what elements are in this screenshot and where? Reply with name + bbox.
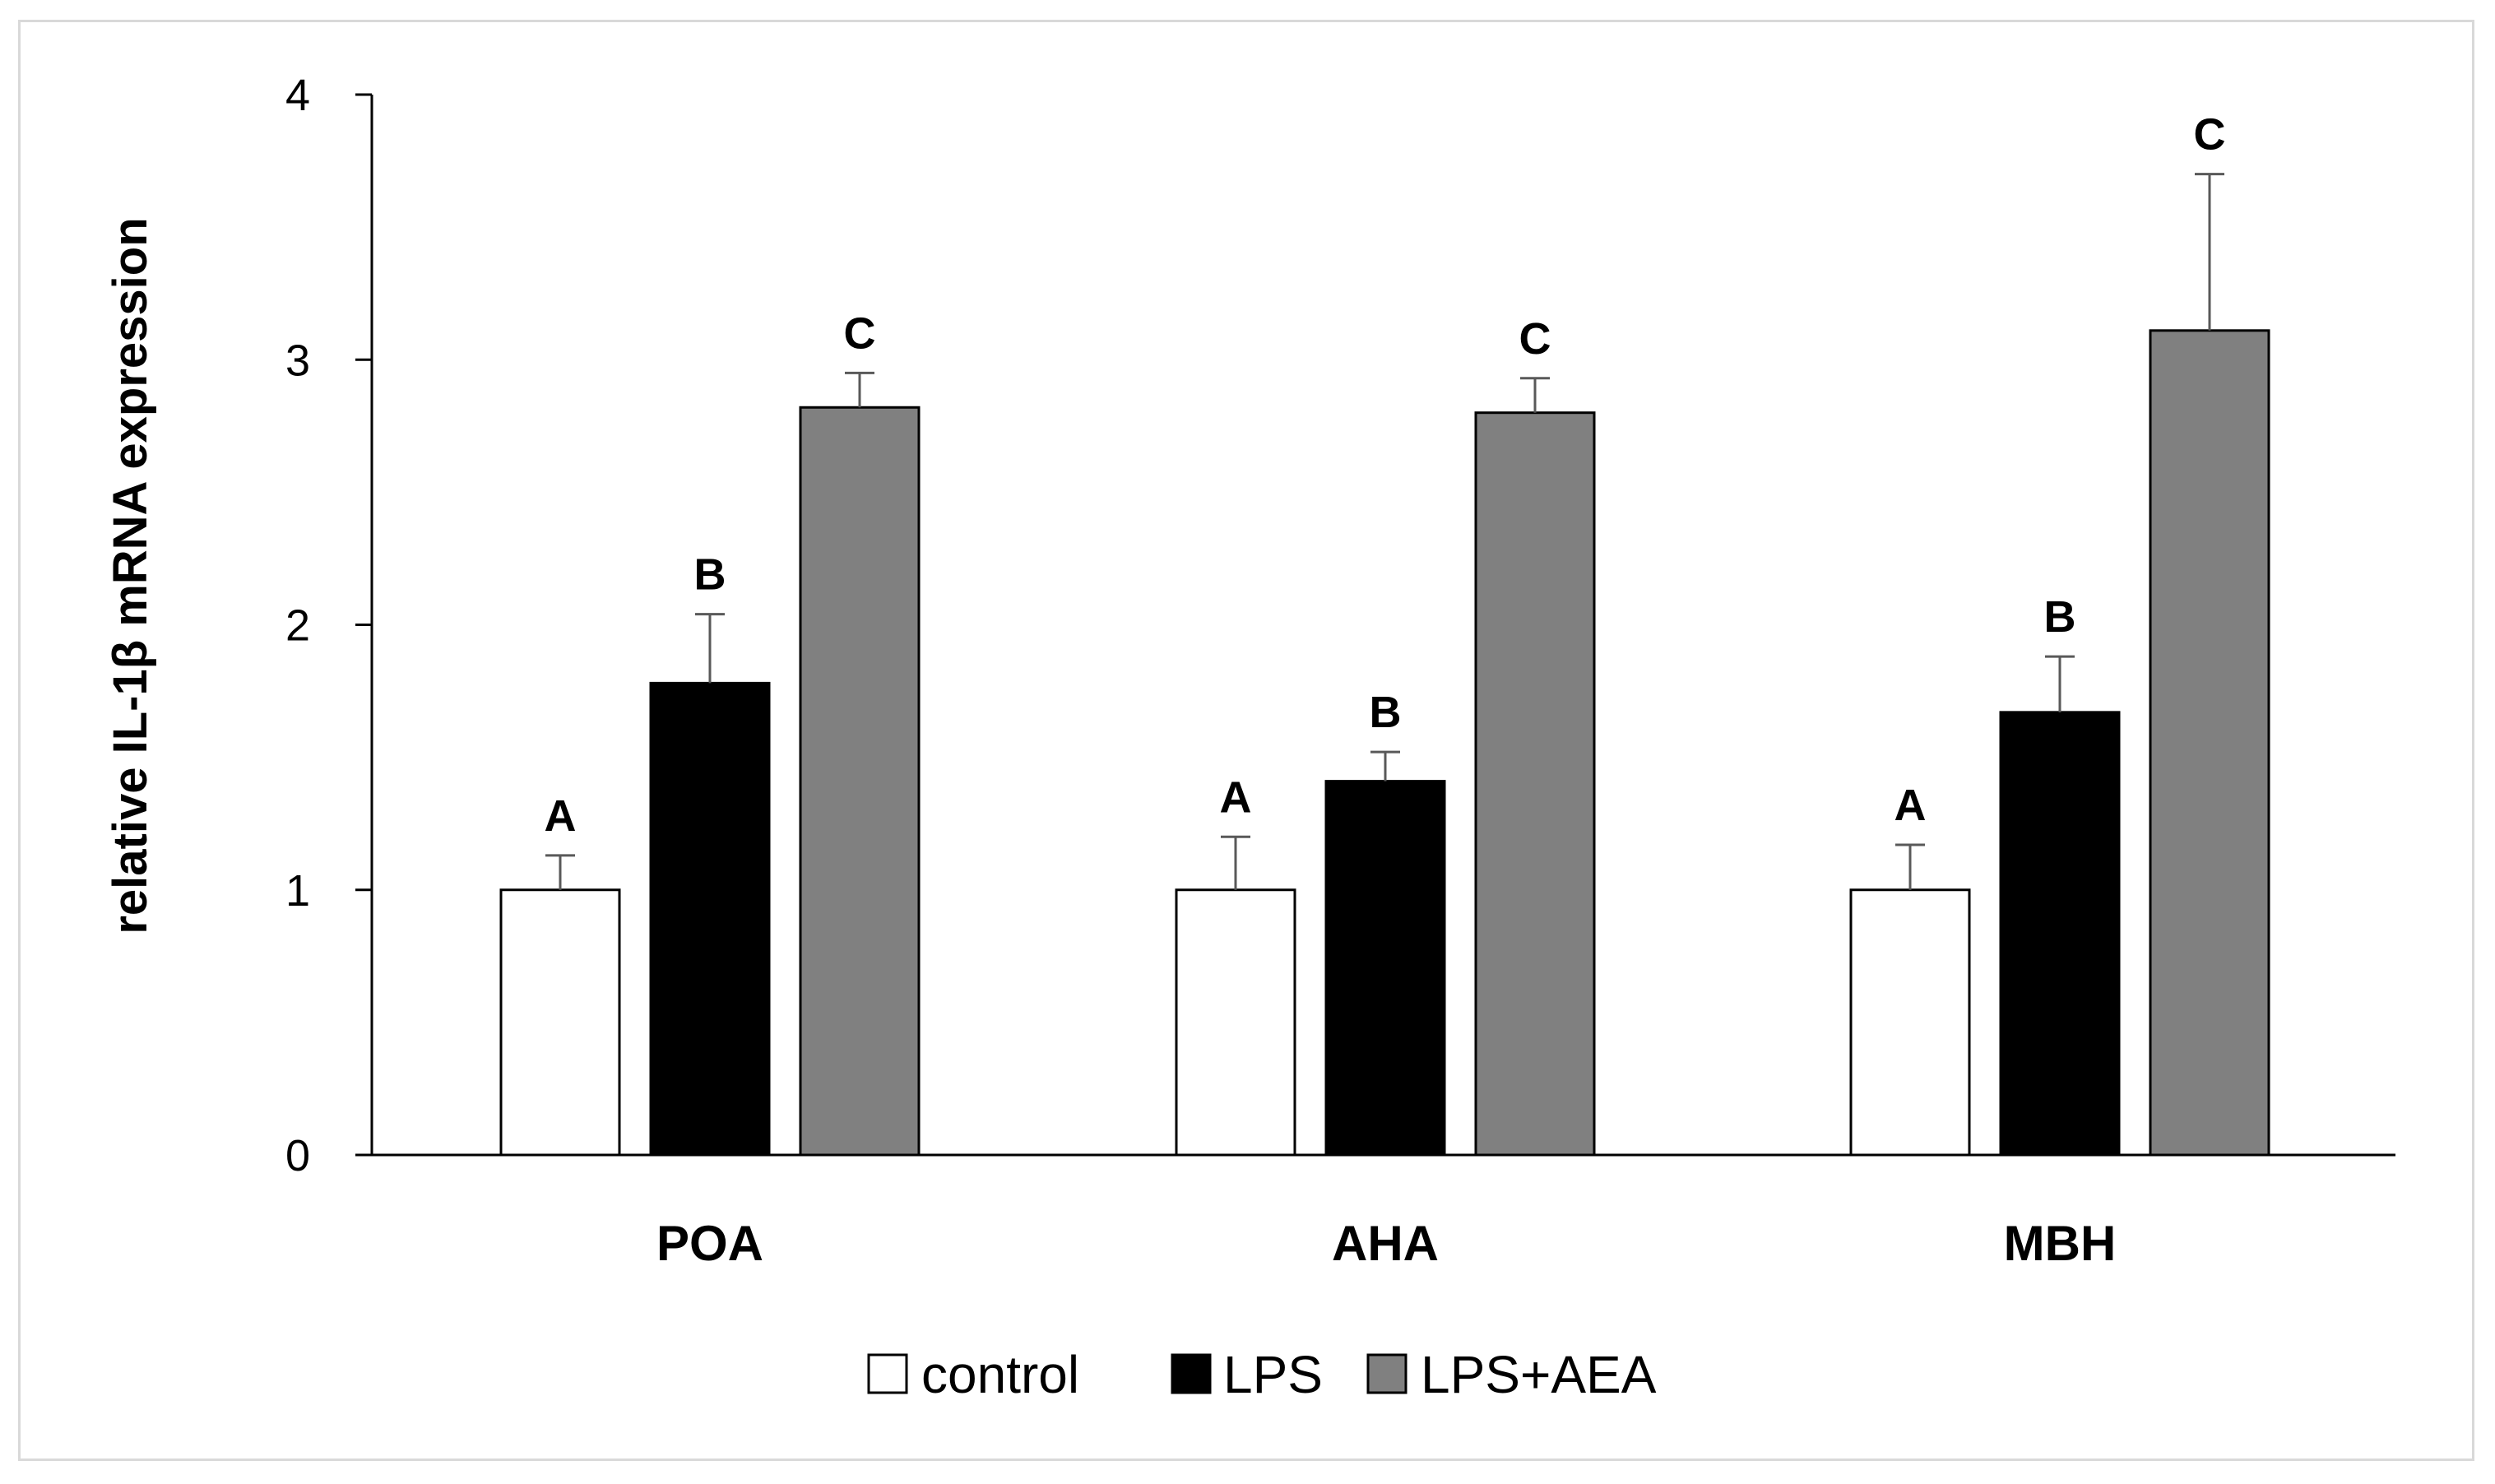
significance-label: B [1370,688,1402,737]
x-category-label: AHA [1332,1216,1439,1271]
y-tick-label: 4 [285,71,310,120]
significance-label: C [2194,110,2226,160]
significance-label: A [545,791,577,841]
bar-lps [649,681,771,1157]
legend-label: LPS [1223,1345,1323,1404]
significance-label: C [844,308,876,358]
bar-control [499,888,621,1157]
bar-lps [1324,780,1446,1157]
x-category-label: POA [656,1216,763,1271]
legend-label: LPS+AEA [1421,1345,1657,1404]
significance-label: A [1220,772,1252,822]
significance-label: B [2044,592,2076,642]
significance-label: C [1519,314,1551,364]
y-tick-label: 0 [285,1131,310,1180]
bar-control [1175,888,1296,1157]
significance-label: A [1894,781,1927,830]
bar-lps-aea [1474,411,1596,1157]
bar-lps [1999,711,2121,1157]
y-tick-label: 1 [285,866,310,916]
legend-swatch [1366,1353,1407,1394]
x-category-label: MBH [2004,1216,2117,1271]
bar-lps-aea [799,406,921,1157]
y-axis-title: relative IL-1β mRNA expression [104,217,157,934]
significance-label: B [694,550,726,600]
legend-swatch [1171,1353,1212,1394]
bar-lps-aea [2149,329,2270,1157]
legend: control LPS LPS+AEA [867,1345,1657,1404]
legend-label: control [921,1345,1079,1404]
y-tick-label: 2 [285,601,310,651]
y-tick-label: 3 [285,336,310,385]
legend-swatch [867,1353,908,1394]
plot-area: 0 1 2 3 4 POA AHA MBH A A A B B B C C C [285,71,2395,1271]
bar-control [1849,888,1971,1157]
